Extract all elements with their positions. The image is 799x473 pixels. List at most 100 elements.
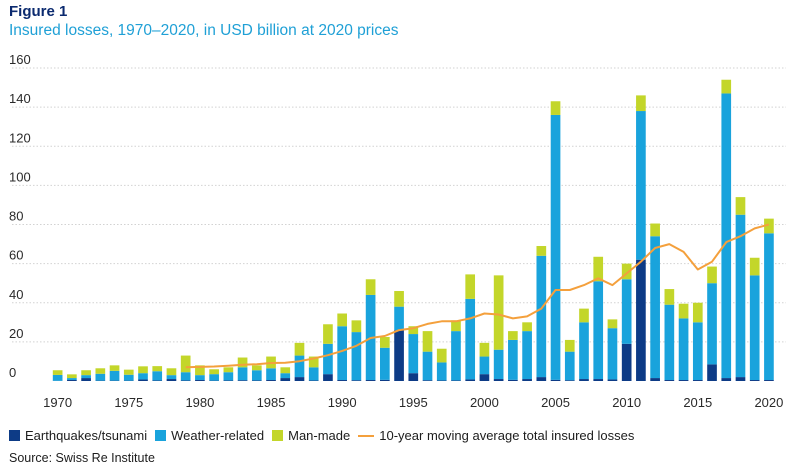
legend-swatch-earthquakes: [9, 430, 20, 441]
bar-weather-1970: [52, 374, 63, 381]
bar-weather-1995: [408, 334, 419, 374]
bar-weather-1984: [251, 370, 262, 381]
bar-manmade-2017: [721, 79, 732, 94]
bar-manmade-1994: [394, 291, 404, 307]
y-tick-label-80: 80: [9, 209, 23, 224]
bar-manmade-1984: [251, 365, 262, 371]
bar-earthquake-1983: [237, 380, 248, 381]
bar-weather-1971: [67, 378, 77, 381]
bar-manmade-1983: [237, 357, 248, 368]
x-tick-label-1975: 1975: [114, 395, 143, 410]
bar-earthquake-2000: [479, 374, 490, 381]
bar-earthquake-1990: [337, 380, 347, 381]
moving-average-line-group: [185, 223, 770, 369]
legend-item-earthquakes: Earthquakes/tsunami: [9, 428, 147, 443]
figure-label: Figure 1: [9, 3, 68, 20]
bar-weather-1976: [138, 373, 148, 380]
bar-weather-2010: [621, 279, 632, 344]
bar-weather-2005: [550, 114, 561, 380]
bar-earthquake-1994: [394, 330, 404, 381]
legend-swatch-manmade: [272, 430, 284, 441]
legend-label-weather: Weather-related: [171, 428, 265, 443]
bar-earthquake-2012: [650, 378, 660, 381]
bar-weather-1975: [123, 374, 134, 381]
bar-weather-1983: [237, 367, 248, 381]
moving-average-line: [185, 223, 770, 369]
bar-weather-1982: [223, 372, 234, 381]
bar-manmade-1993: [380, 336, 390, 348]
bar-weather-2016: [707, 283, 717, 365]
bar-weather-1993: [380, 347, 390, 380]
bar-weather-2013: [664, 304, 675, 381]
bar-weather-1988: [308, 367, 319, 381]
bars: [52, 79, 774, 381]
bar-earthquake-1997: [436, 380, 447, 381]
bar-manmade-2007: [579, 308, 589, 323]
y-tick-label-40: 40: [9, 287, 23, 302]
bar-manmade-1971: [67, 374, 77, 379]
y-tick-label-60: 60: [9, 248, 23, 263]
bar-manmade-2018: [735, 197, 746, 215]
bar-manmade-1974: [109, 365, 120, 371]
bar-earthquake-1992: [365, 380, 376, 381]
bar-manmade-1975: [123, 369, 134, 375]
bar-earthquake-2004: [536, 377, 547, 381]
bar-earthquake-1980: [195, 380, 205, 381]
bar-weather-2015: [692, 322, 703, 381]
x-tick-label-1970: 1970: [43, 395, 72, 410]
bar-earthquake-1976: [138, 379, 148, 381]
y-tick-label-20: 20: [9, 326, 23, 341]
x-tick-label-2005: 2005: [541, 395, 570, 410]
y-tick-label-140: 140: [9, 91, 31, 106]
bar-weather-1973: [95, 373, 106, 381]
bar-manmade-2016: [707, 266, 717, 284]
bar-weather-1972: [81, 375, 91, 379]
bar-manmade-1992: [365, 279, 376, 295]
bar-earthquake-2005: [550, 379, 561, 381]
bar-earthquake-1978: [166, 379, 177, 381]
y-axis-ticks: 0 20 40 60 80 100 120 140 160: [9, 52, 31, 380]
bar-weather-2000: [479, 356, 490, 375]
bar-weather-1996: [422, 351, 433, 381]
y-tick-label-120: 120: [9, 130, 31, 145]
bar-earthquake-1985: [266, 380, 276, 381]
bar-manmade-1972: [81, 370, 91, 376]
bar-weather-1990: [337, 326, 347, 381]
bar-earthquake-2019: [749, 380, 760, 381]
bar-manmade-1999: [465, 274, 476, 299]
bar-manmade-2004: [536, 246, 547, 256]
bar-earthquake-1993: [380, 379, 390, 381]
bar-earthquake-2015: [692, 380, 703, 381]
bar-weather-2007: [579, 322, 589, 380]
bar-earthquake-2020: [764, 380, 774, 381]
bar-weather-2017: [721, 93, 732, 379]
legend-item-manmade: Man-made: [272, 428, 350, 443]
bar-weather-1980: [195, 375, 205, 381]
x-tick-label-1990: 1990: [328, 395, 357, 410]
x-tick-label-2010: 2010: [612, 395, 641, 410]
bar-earthquake-1989: [323, 374, 333, 381]
x-tick-label-2015: 2015: [683, 395, 712, 410]
x-tick-label-1995: 1995: [399, 395, 428, 410]
bar-earthquake-2018: [735, 377, 746, 381]
bar-earthquake-1982: [223, 380, 234, 381]
bar-manmade-2013: [664, 289, 675, 305]
bar-manmade-2009: [607, 319, 618, 329]
bar-manmade-2008: [593, 256, 604, 282]
bar-weather-2006: [564, 351, 575, 381]
bar-weather-2001: [493, 349, 504, 380]
bar-manmade-1995: [408, 326, 419, 335]
bar-earthquake-1998: [451, 380, 461, 381]
bar-earthquake-2009: [607, 379, 618, 381]
legend-line-moving-average: [358, 434, 375, 437]
bar-manmade-1970: [52, 370, 63, 375]
bar-earthquake-1971: [67, 380, 77, 381]
bar-earthquake-2003: [522, 379, 532, 381]
bar-earthquake-1996: [422, 380, 433, 381]
bar-manmade-2015: [692, 302, 703, 323]
bar-weather-2019: [749, 275, 760, 381]
bar-earthquake-2016: [707, 364, 717, 381]
bar-manmade-1991: [351, 320, 362, 333]
legend-label-moving-average: 10-year moving average total insured los…: [379, 428, 635, 443]
